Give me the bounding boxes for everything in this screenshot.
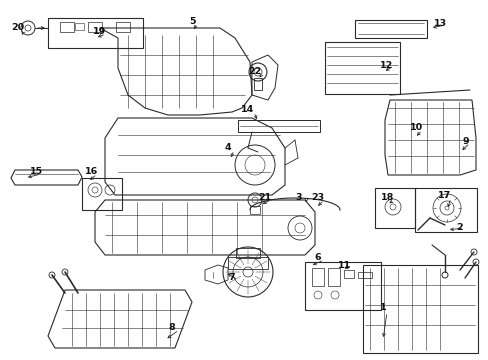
Text: 11: 11 bbox=[338, 261, 351, 270]
Text: 14: 14 bbox=[241, 105, 254, 114]
Text: 20: 20 bbox=[11, 23, 24, 32]
Bar bbox=[311, 268, 324, 286]
Bar bbox=[343, 270, 353, 278]
Text: 9: 9 bbox=[462, 138, 468, 147]
Bar bbox=[48, 18, 142, 48]
Text: 2: 2 bbox=[456, 224, 462, 233]
Bar bbox=[357, 272, 371, 278]
Text: 6: 6 bbox=[314, 253, 321, 262]
Bar bbox=[60, 22, 74, 32]
Text: 19: 19 bbox=[93, 27, 106, 36]
Bar bbox=[325, 42, 399, 94]
Bar bbox=[362, 265, 477, 353]
Bar bbox=[236, 248, 260, 258]
Text: 16: 16 bbox=[85, 167, 99, 176]
Bar bbox=[253, 78, 262, 90]
Text: 18: 18 bbox=[381, 194, 394, 202]
Bar bbox=[327, 268, 339, 286]
Bar bbox=[116, 22, 130, 32]
Text: 21: 21 bbox=[258, 194, 271, 202]
Text: 12: 12 bbox=[380, 60, 393, 69]
Bar bbox=[354, 20, 426, 38]
Text: 8: 8 bbox=[168, 324, 175, 333]
Bar bbox=[82, 178, 122, 210]
Bar bbox=[374, 188, 414, 228]
Text: 4: 4 bbox=[224, 144, 231, 153]
Text: 7: 7 bbox=[228, 274, 235, 283]
Bar bbox=[249, 206, 260, 214]
Bar bbox=[88, 22, 102, 32]
Text: 23: 23 bbox=[311, 194, 324, 202]
Text: 22: 22 bbox=[248, 68, 261, 77]
Text: 13: 13 bbox=[432, 18, 446, 27]
Text: 15: 15 bbox=[29, 167, 42, 176]
Text: 10: 10 bbox=[408, 123, 422, 132]
Text: 3: 3 bbox=[295, 193, 302, 202]
Bar bbox=[414, 188, 476, 232]
Text: 5: 5 bbox=[189, 18, 196, 27]
Bar bbox=[305, 262, 380, 310]
Bar bbox=[227, 257, 267, 269]
Text: 17: 17 bbox=[437, 192, 451, 201]
Text: 1: 1 bbox=[379, 303, 386, 312]
